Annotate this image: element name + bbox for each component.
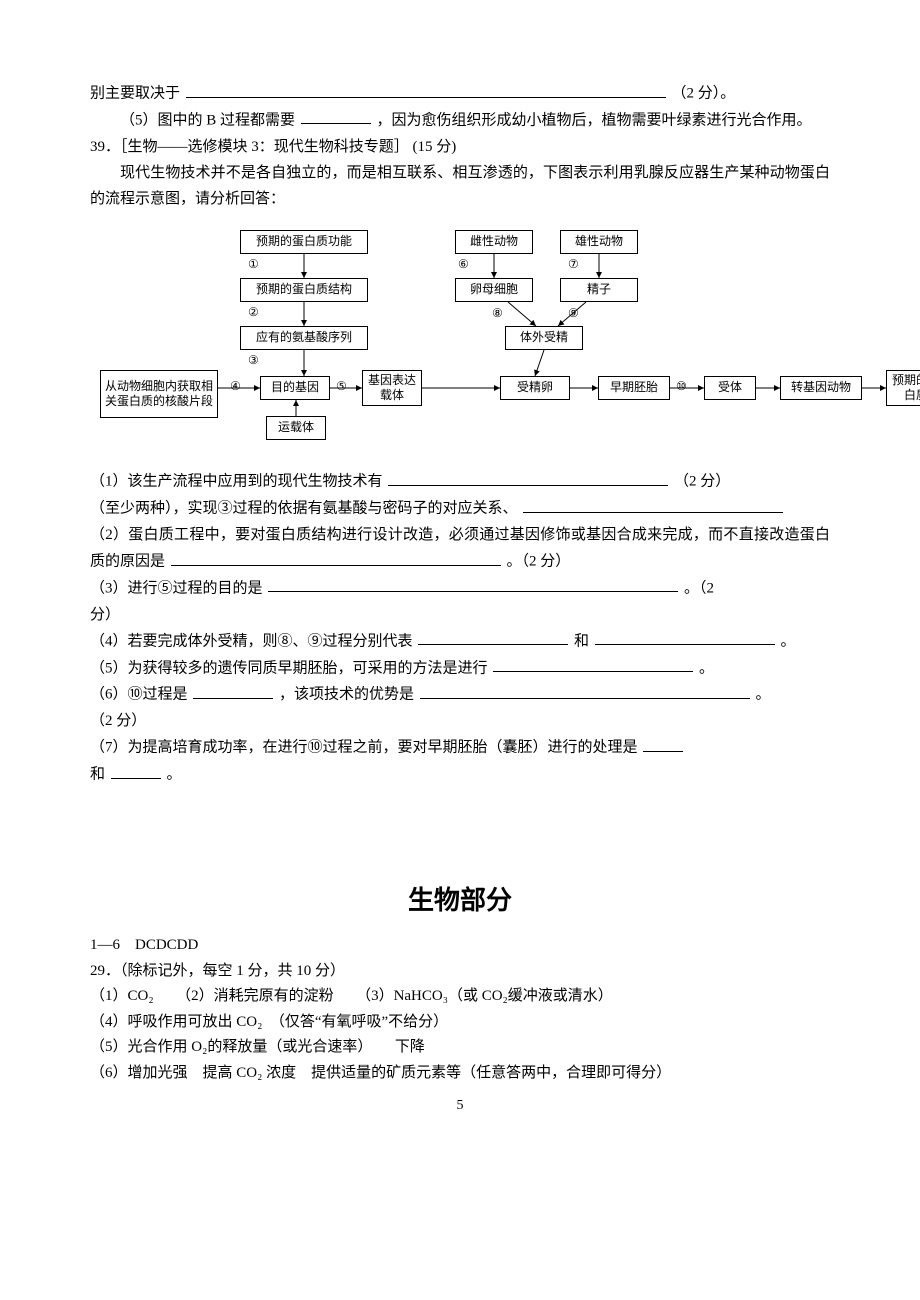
text: 。	[756, 687, 771, 703]
blank	[193, 681, 273, 699]
text: 。（2 分）	[507, 554, 571, 570]
diagram-step-label: ②	[248, 306, 259, 318]
diagram-step-label: ⑥	[458, 258, 469, 270]
text: （1）该生产流程中应用到的现代生物技术有	[90, 474, 383, 490]
diagram-step-label: ③	[248, 354, 259, 366]
text: （3）进行⑤过程的目的是	[90, 580, 263, 596]
flow-diagram: 预期的蛋白质功能预期的蛋白质结构应有的氨基酸序列从动物细胞内获取相关蛋白质的核酸…	[100, 230, 920, 450]
answers-title: 生物部分	[90, 878, 830, 924]
blank	[523, 495, 783, 513]
top-q5-a: （5）图中的 B 过程都需要	[120, 112, 295, 128]
q39-1: （1）该生产流程中应用到的现代生物技术有 （2 分）	[90, 468, 830, 495]
top-q5: （5）图中的 B 过程都需要 ，因为愈伤组织形成幼小植物后，植物需要叶绿素进行光…	[90, 107, 830, 134]
ans-l1: 1—6 DCDCDD	[90, 933, 830, 959]
diagram-node: 雌性动物	[455, 230, 533, 254]
diagram-node: 应有的氨基酸序列	[240, 326, 368, 350]
ans-l5: （5）光合作用 O₂的释放量（或光合速率） 下降	[90, 1035, 830, 1061]
blank	[268, 575, 678, 593]
q39-6b: （2 分）	[90, 708, 830, 734]
text: 。	[167, 767, 182, 783]
text: ，该项技术的优势是	[279, 687, 414, 703]
ans-l4: （4）呼吸作用可放出 CO₂ （仅答“有氧呼吸”不给分）	[90, 1010, 830, 1036]
diagram-node: 体外受精	[505, 326, 583, 350]
diagram-node: 预期的蛋白质功能	[240, 230, 368, 254]
blank	[111, 761, 161, 779]
blank	[643, 734, 683, 752]
diagram-node: 运载体	[266, 416, 326, 440]
ans-l2: 29．（除标记外，每空 1 分，共 10 分）	[90, 959, 830, 985]
diagram-step-label: ⑤	[336, 380, 347, 392]
diagram-node: 预期的蛋白质	[886, 370, 920, 406]
page-number: 5	[90, 1094, 830, 1119]
text: （6）⑩过程是	[90, 687, 188, 703]
diagram-node: 基因表达载体	[362, 370, 422, 406]
diagram-step-label: ⑩	[676, 380, 687, 392]
diagram-step-label: ④	[230, 380, 241, 392]
text: 。（2	[684, 580, 714, 596]
q39-1b: （至少两种），实现③过程的依据有氨基酸与密码子的对应关系、	[90, 495, 830, 522]
answers-block: 1—6 DCDCDD 29．（除标记外，每空 1 分，共 10 分） （1）CO…	[90, 933, 830, 1086]
top-line-1-pre: 别主要取决于	[90, 86, 180, 102]
diagram-node: 转基因动物	[780, 376, 862, 400]
blank	[595, 628, 775, 646]
q39-3b: 分）	[90, 602, 830, 628]
diagram-step-label: ①	[248, 258, 259, 270]
q39-6: （6）⑩过程是 ，该项技术的优势是 。	[90, 681, 830, 708]
ans-l3: （1）CO₂ （2）消耗完原有的淀粉 （3）NaHCO₃（或 CO₂缓冲液或清水…	[90, 984, 830, 1010]
diagram-node: 雄性动物	[560, 230, 638, 254]
top-line-1: 别主要取决于 （2 分）。	[90, 80, 830, 107]
diagram-step-label: ⑨	[568, 307, 579, 319]
q39-3: （3）进行⑤过程的目的是 。（2	[90, 575, 830, 602]
diagram-node: 受精卵	[500, 376, 570, 400]
q39-2: （2）蛋白质工程中，要对蛋白质结构进行设计改造，必须通过基因修饰或基因合成来完成…	[90, 522, 830, 575]
top-line-1-post: （2 分）。	[672, 86, 736, 102]
diagram-node: 受体	[704, 376, 756, 400]
text: 和	[574, 633, 589, 649]
diagram-node: 早期胚胎	[598, 376, 670, 400]
blank	[420, 681, 750, 699]
blank	[493, 655, 693, 673]
text: （2 分）	[674, 474, 730, 490]
text: （5）为获得较多的遗传同质早期胚胎，可采用的方法是进行	[90, 660, 488, 676]
q39-5: （5）为获得较多的遗传同质早期胚胎，可采用的方法是进行 。	[90, 655, 830, 682]
q39-intro: 现代生物技术并不是各自独立的，而是相互联系、相互渗透的，下图表示利用乳腺反应器生…	[90, 160, 830, 213]
diagram-node: 从动物细胞内获取相关蛋白质的核酸片段	[100, 370, 218, 418]
diagram-node: 预期的蛋白质结构	[240, 278, 368, 302]
diagram-node: 精子	[560, 278, 638, 302]
text: 。	[699, 660, 714, 676]
diagram-step-label: ⑦	[568, 258, 579, 270]
q39-7: （7）为提高培育成功率，在进行⑩过程之前，要对早期胚胎（囊胚）进行的处理是	[90, 734, 830, 761]
ans-l6: （6）增加光强 提高 CO₂ 浓度 提供适量的矿质元素等（任意答两中，合理即可得…	[90, 1061, 830, 1087]
diagram-step-label: ⑧	[492, 307, 503, 319]
q39-7b: 和 。	[90, 761, 830, 788]
text: （4）若要完成体外受精，则⑧、⑨过程分别代表	[90, 633, 413, 649]
blank	[418, 628, 568, 646]
blank	[388, 468, 668, 486]
q39-4: （4）若要完成体外受精，则⑧、⑨过程分别代表 和 。	[90, 628, 830, 655]
diagram-node: 卵母细胞	[455, 278, 533, 302]
text: （7）为提高培育成功率，在进行⑩过程之前，要对早期胚胎（囊胚）进行的处理是	[90, 740, 638, 756]
text: 。	[781, 633, 796, 649]
q39-header: 39．［生物——选修模块 3：现代生物科技专题］ (15 分)	[90, 134, 830, 160]
diagram-node: 目的基因	[260, 376, 330, 400]
text: （至少两种），实现③过程的依据有氨基酸与密码子的对应关系、	[90, 501, 518, 517]
blank	[171, 548, 501, 566]
blank	[301, 107, 371, 125]
blank	[186, 80, 666, 98]
text: 和	[90, 767, 105, 783]
top-q5-b: ，因为愈伤组织形成幼小植物后，植物需要叶绿素进行光合作用。	[377, 112, 812, 128]
